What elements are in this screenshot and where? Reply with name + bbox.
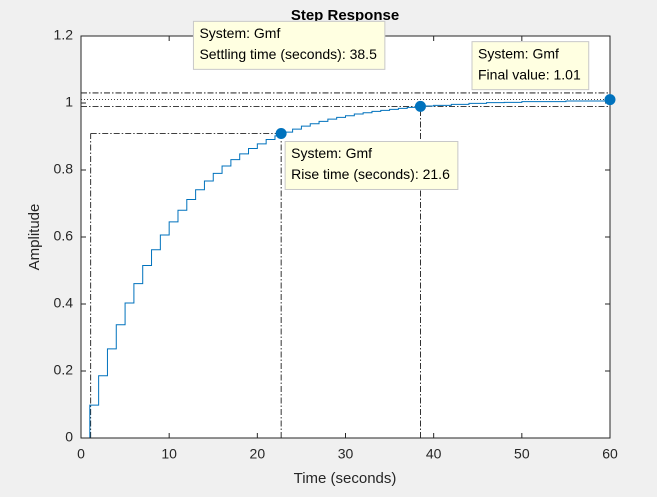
datatip-text: System: Gmf [199, 25, 280, 41]
datatip: System: Gmf Final value: 1.01 [471, 41, 590, 91]
datatip-text: Final value: 1.01 [478, 66, 581, 82]
datatip-box [284, 140, 459, 190]
y-tick-label: 0.8 [54, 161, 74, 177]
datatip-text: System: Gmf [478, 45, 559, 61]
datatip-box [192, 20, 386, 70]
x-tick-label: 40 [426, 446, 442, 462]
chart-title: Step Response [291, 7, 399, 24]
step-line [81, 100, 611, 439]
x-tick-label: 50 [514, 446, 530, 462]
datatip-marker [275, 127, 287, 139]
x-tick-label: 0 [77, 446, 85, 462]
x-tick-label: 10 [161, 446, 177, 462]
y-tick-label: 0 [65, 429, 73, 445]
x-tick-label: 20 [250, 446, 266, 462]
datatip-text: Rise time (seconds): 21.6 [291, 166, 450, 182]
datatip-text: Settling time (seconds): 38.5 [199, 46, 377, 62]
datatip-marker [604, 94, 616, 106]
y-tick-label: 0.6 [54, 228, 74, 244]
y-tick-label: 1.2 [54, 27, 74, 43]
datatip-text: System: Gmf [291, 145, 372, 161]
plot-area [81, 36, 610, 438]
x-axis-label: Time (seconds) [294, 470, 397, 487]
y-axis-label: Amplitude [26, 204, 43, 271]
datatip: System: Gmf Rise time (seconds): 21.6 [284, 140, 459, 190]
y-tick-label: 0.4 [54, 295, 74, 311]
datatip-marker [414, 100, 426, 112]
y-tick-label: 0.2 [54, 362, 74, 378]
x-tick-label: 60 [602, 446, 618, 462]
y-tick-label: 1 [65, 94, 73, 110]
x-tick-label: 30 [338, 446, 354, 462]
datatip-box [471, 41, 590, 91]
datatip: System: Gmf Settling time (seconds): 38.5 [192, 20, 386, 70]
